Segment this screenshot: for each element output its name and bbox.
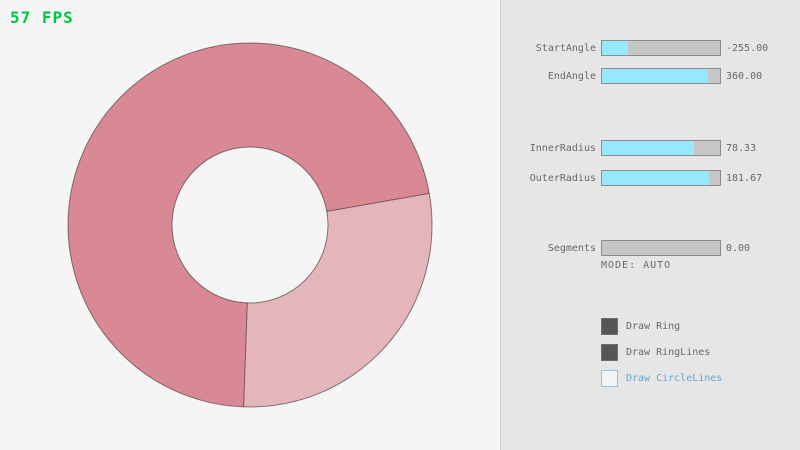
ring-single-region: [243, 193, 433, 408]
draw-ring-label: Draw Ring: [626, 321, 681, 332]
innerradius-slider[interactable]: [601, 140, 721, 156]
slider-row-segments: Segments 0.00: [501, 240, 800, 256]
checkbox-draw-circlelines[interactable]: Draw CircleLines: [601, 370, 722, 387]
draw-circlelines-label: Draw CircleLines: [626, 373, 723, 384]
slider-row-startangle: StartAngle -255.00: [501, 40, 800, 56]
outerradius-slider[interactable]: [601, 170, 721, 186]
checkbox-draw-ringlines[interactable]: Draw RingLines: [601, 344, 710, 361]
innerradius-slider-fill: [602, 141, 695, 155]
draw-ring-checkbox[interactable]: [601, 318, 618, 335]
outerradius-value: 181.67: [726, 172, 763, 184]
slider-row-innerradius: InnerRadius 78.33: [501, 140, 800, 156]
startangle-label: StartAngle: [535, 42, 596, 54]
startangle-slider[interactable]: [601, 40, 721, 56]
fps-counter: 57 FPS: [10, 8, 74, 27]
draw-circlelines-checkbox[interactable]: [601, 370, 618, 387]
control-panel: StartAngle -255.00 EndAngle 360.00 Inner…: [500, 0, 800, 450]
startangle-value: -255.00: [726, 42, 769, 54]
segments-mode-text: MODE: AUTO: [601, 260, 672, 271]
innerradius-value: 78.33: [726, 142, 757, 154]
segments-slider[interactable]: [601, 240, 721, 256]
outerradius-label: OuterRadius: [529, 172, 596, 184]
draw-ringlines-checkbox[interactable]: [601, 344, 618, 361]
checkbox-draw-ring[interactable]: Draw Ring: [601, 318, 680, 335]
slider-row-outerradius: OuterRadius 181.67: [501, 170, 800, 186]
draw-ringlines-label: Draw RingLines: [626, 347, 711, 358]
ring-chart: [67, 42, 433, 408]
endangle-label: EndAngle: [547, 70, 596, 82]
segments-value: 0.00: [726, 242, 751, 254]
slider-row-endangle: EndAngle 360.00: [501, 68, 800, 84]
endangle-slider[interactable]: [601, 68, 721, 84]
endangle-slider-fill: [602, 69, 709, 83]
outerradius-slider-fill: [602, 171, 710, 185]
endangle-value: 360.00: [726, 70, 763, 82]
innerradius-label: InnerRadius: [529, 142, 596, 154]
segments-label: Segments: [547, 242, 596, 254]
startangle-slider-fill: [602, 41, 628, 55]
ring-outline-lines: [67, 42, 433, 408]
